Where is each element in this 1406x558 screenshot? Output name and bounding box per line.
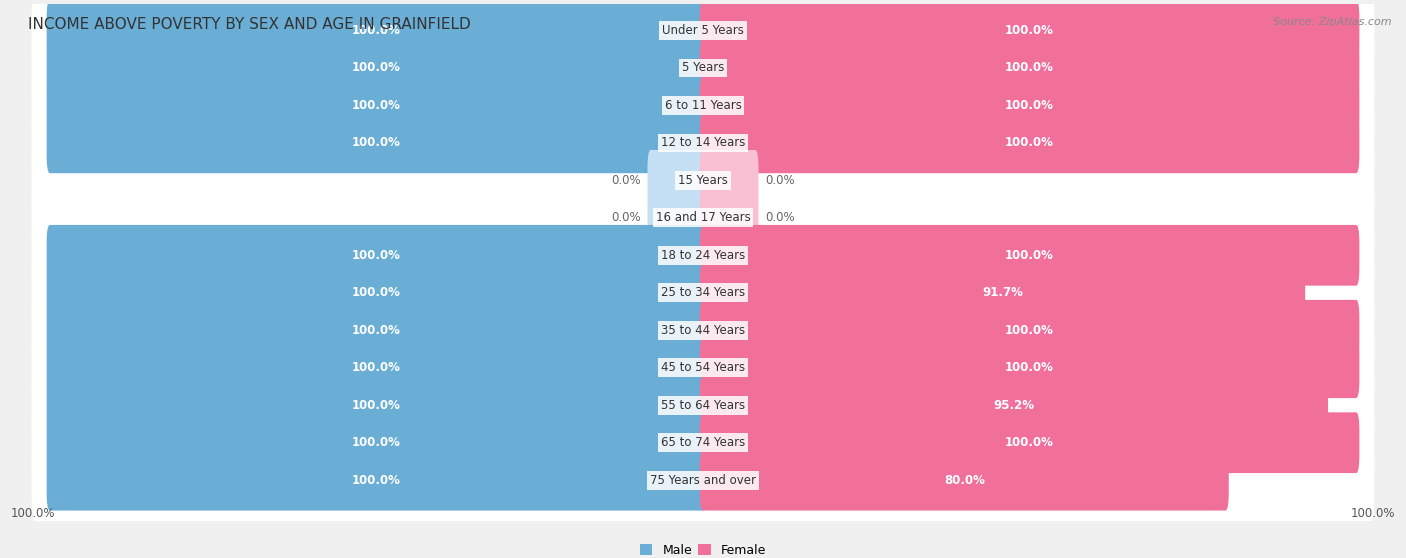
- FancyBboxPatch shape: [46, 338, 706, 398]
- Text: 91.7%: 91.7%: [981, 286, 1024, 299]
- FancyBboxPatch shape: [46, 113, 706, 173]
- FancyBboxPatch shape: [700, 187, 758, 248]
- FancyBboxPatch shape: [700, 450, 1229, 511]
- Text: 100.0%: 100.0%: [352, 99, 401, 112]
- Text: 100.0%: 100.0%: [352, 24, 401, 37]
- FancyBboxPatch shape: [700, 0, 1360, 61]
- Text: Source: ZipAtlas.com: Source: ZipAtlas.com: [1274, 17, 1392, 27]
- FancyBboxPatch shape: [700, 412, 1360, 473]
- FancyBboxPatch shape: [46, 300, 706, 360]
- FancyBboxPatch shape: [31, 436, 1375, 524]
- Text: 18 to 24 Years: 18 to 24 Years: [661, 249, 745, 262]
- FancyBboxPatch shape: [700, 375, 1329, 436]
- FancyBboxPatch shape: [648, 150, 706, 211]
- Text: 0.0%: 0.0%: [765, 211, 794, 224]
- FancyBboxPatch shape: [46, 262, 706, 323]
- FancyBboxPatch shape: [700, 300, 1360, 360]
- Text: 45 to 54 Years: 45 to 54 Years: [661, 361, 745, 374]
- FancyBboxPatch shape: [46, 37, 706, 98]
- FancyBboxPatch shape: [31, 99, 1375, 187]
- Text: 6 to 11 Years: 6 to 11 Years: [665, 99, 741, 112]
- Text: 95.2%: 95.2%: [994, 399, 1035, 412]
- Text: 100.0%: 100.0%: [352, 286, 401, 299]
- Text: 100.0%: 100.0%: [1005, 136, 1054, 150]
- Text: 55 to 64 Years: 55 to 64 Years: [661, 399, 745, 412]
- Legend: Male, Female: Male, Female: [636, 538, 770, 558]
- Text: 100.0%: 100.0%: [352, 361, 401, 374]
- FancyBboxPatch shape: [31, 137, 1375, 224]
- FancyBboxPatch shape: [46, 450, 706, 511]
- Text: 0.0%: 0.0%: [612, 211, 641, 224]
- FancyBboxPatch shape: [700, 75, 1360, 136]
- FancyBboxPatch shape: [46, 225, 706, 286]
- FancyBboxPatch shape: [648, 187, 706, 248]
- FancyBboxPatch shape: [31, 0, 1375, 74]
- Text: 100.0%: 100.0%: [1005, 249, 1054, 262]
- FancyBboxPatch shape: [700, 37, 1360, 98]
- FancyBboxPatch shape: [700, 225, 1360, 286]
- FancyBboxPatch shape: [31, 362, 1375, 449]
- Text: 100.0%: 100.0%: [1351, 507, 1395, 519]
- Text: 100.0%: 100.0%: [1005, 99, 1054, 112]
- FancyBboxPatch shape: [46, 0, 706, 61]
- FancyBboxPatch shape: [31, 24, 1375, 112]
- FancyBboxPatch shape: [700, 113, 1360, 173]
- Text: 100.0%: 100.0%: [352, 324, 401, 337]
- FancyBboxPatch shape: [46, 412, 706, 473]
- FancyBboxPatch shape: [31, 399, 1375, 487]
- Text: 35 to 44 Years: 35 to 44 Years: [661, 324, 745, 337]
- FancyBboxPatch shape: [31, 324, 1375, 412]
- Text: Under 5 Years: Under 5 Years: [662, 24, 744, 37]
- Text: 100.0%: 100.0%: [352, 61, 401, 74]
- Text: 5 Years: 5 Years: [682, 61, 724, 74]
- Text: 100.0%: 100.0%: [1005, 361, 1054, 374]
- Text: INCOME ABOVE POVERTY BY SEX AND AGE IN GRAINFIELD: INCOME ABOVE POVERTY BY SEX AND AGE IN G…: [28, 17, 471, 32]
- Text: 16 and 17 Years: 16 and 17 Years: [655, 211, 751, 224]
- FancyBboxPatch shape: [46, 375, 706, 436]
- FancyBboxPatch shape: [46, 75, 706, 136]
- FancyBboxPatch shape: [31, 249, 1375, 336]
- Text: 100.0%: 100.0%: [11, 507, 55, 519]
- Text: 15 Years: 15 Years: [678, 174, 728, 187]
- Text: 100.0%: 100.0%: [1005, 324, 1054, 337]
- FancyBboxPatch shape: [700, 338, 1360, 398]
- Text: 100.0%: 100.0%: [352, 136, 401, 150]
- Text: 100.0%: 100.0%: [352, 474, 401, 487]
- Text: 100.0%: 100.0%: [352, 399, 401, 412]
- FancyBboxPatch shape: [31, 61, 1375, 149]
- Text: 0.0%: 0.0%: [765, 174, 794, 187]
- FancyBboxPatch shape: [700, 150, 758, 211]
- Text: 12 to 14 Years: 12 to 14 Years: [661, 136, 745, 150]
- FancyBboxPatch shape: [31, 211, 1375, 299]
- Text: 100.0%: 100.0%: [1005, 61, 1054, 74]
- FancyBboxPatch shape: [700, 262, 1305, 323]
- Text: 100.0%: 100.0%: [352, 249, 401, 262]
- Text: 75 Years and over: 75 Years and over: [650, 474, 756, 487]
- Text: 80.0%: 80.0%: [943, 474, 984, 487]
- Text: 100.0%: 100.0%: [1005, 24, 1054, 37]
- Text: 100.0%: 100.0%: [352, 436, 401, 449]
- Text: 65 to 74 Years: 65 to 74 Years: [661, 436, 745, 449]
- Text: 0.0%: 0.0%: [612, 174, 641, 187]
- Text: 25 to 34 Years: 25 to 34 Years: [661, 286, 745, 299]
- FancyBboxPatch shape: [31, 286, 1375, 374]
- Text: 100.0%: 100.0%: [1005, 436, 1054, 449]
- FancyBboxPatch shape: [31, 174, 1375, 262]
